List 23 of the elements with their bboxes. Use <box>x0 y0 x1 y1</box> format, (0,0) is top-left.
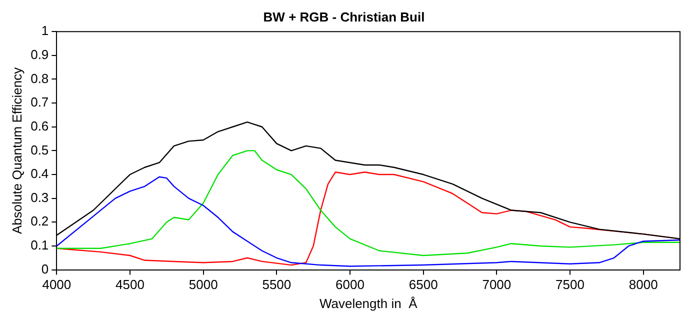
x-tick-label: 5000 <box>188 277 218 292</box>
y-tick-label: 0.2 <box>30 214 49 229</box>
y-tick-label: 0 <box>41 261 49 276</box>
y-tick-label: 0.7 <box>30 94 49 110</box>
x-tick-label: 6500 <box>408 277 438 292</box>
y-tick-label: 0.8 <box>30 70 49 86</box>
y-tick-label: 0.1 <box>30 238 49 253</box>
x-tick-label: 4000 <box>42 277 72 292</box>
chart-title: BW + RGB - Christian Buil <box>263 9 425 24</box>
y-axis-title: Absolute Quantum Efficiency <box>9 66 24 234</box>
y-tick-label: 0.4 <box>30 166 49 182</box>
x-tick-label: 6000 <box>336 277 364 292</box>
x-tick-label: 8000 <box>628 277 658 292</box>
x-tick-label: 4500 <box>116 277 144 292</box>
y-tick-label: 0.9 <box>30 47 49 62</box>
x-tick-label: 7500 <box>556 277 584 292</box>
x-axis-title: Wavelength in Å <box>319 296 418 311</box>
x-tick-label: 5500 <box>262 277 292 292</box>
x-tick-label: 7000 <box>482 277 512 292</box>
y-tick-label: 0.3 <box>30 190 49 205</box>
y-tick-label: 1 <box>41 23 49 38</box>
y-tick-label: 0.5 <box>30 142 49 158</box>
y-tick-label: 0.6 <box>30 118 49 134</box>
